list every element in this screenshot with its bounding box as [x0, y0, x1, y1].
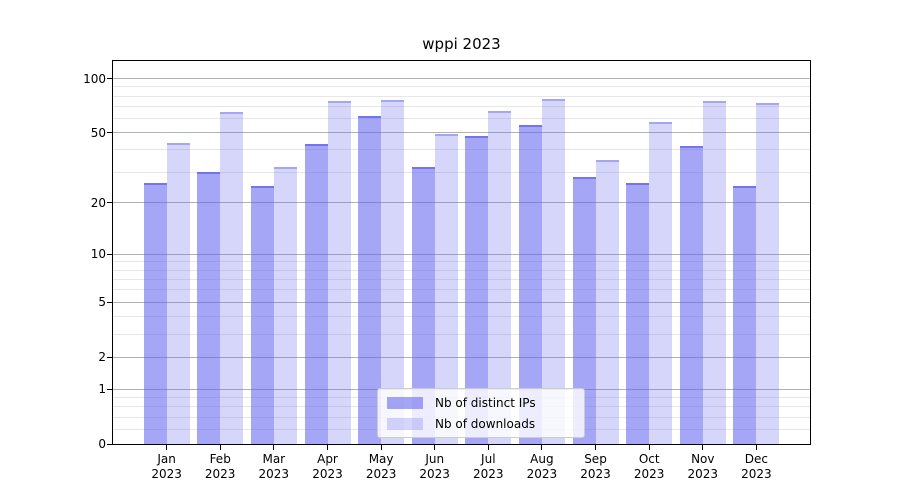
x-tick-mark	[648, 445, 650, 450]
x-tick-mark	[595, 445, 596, 450]
x-tick-label: May 2023	[365, 452, 397, 481]
x-tick-label: Jul 2023	[473, 452, 504, 481]
y-gridline-minor	[113, 117, 810, 119]
x-tick-mark	[702, 445, 704, 450]
y-gridline-minor	[113, 171, 810, 173]
bar-distinct-ips	[304, 144, 328, 444]
x-tick-label: Oct 2023	[633, 452, 665, 481]
legend-item: Nb of downloads	[387, 416, 575, 432]
chart-title: wppi 2023	[422, 35, 501, 53]
y-tick-mark	[107, 443, 113, 445]
bar-distinct-ips	[679, 146, 703, 444]
bar-downloads	[756, 103, 780, 444]
x-tick-label: Aug 2023	[526, 452, 558, 481]
x-tick-label: Apr 2023	[312, 452, 343, 481]
bar-downloads	[166, 142, 190, 444]
legend-swatch-distinct-ips	[387, 396, 423, 409]
y-gridline-minor	[113, 269, 810, 271]
x-tick-mark	[327, 445, 328, 450]
y-gridline-minor	[113, 333, 810, 335]
bar-downloads	[434, 134, 458, 444]
x-tick-label: Feb 2023	[204, 452, 236, 481]
x-tick-mark	[487, 445, 489, 450]
bar-downloads	[702, 101, 726, 444]
bar-distinct-ips	[465, 135, 489, 444]
y-tick-mark	[107, 253, 113, 255]
y-tick-mark	[107, 202, 113, 204]
y-tick-mark	[107, 356, 113, 358]
x-tick-label: Dec 2023	[741, 452, 772, 481]
bar-distinct-ips	[358, 115, 382, 444]
bar-downloads	[220, 112, 244, 444]
y-gridline-major	[113, 356, 810, 358]
bar-downloads	[649, 122, 673, 444]
y-tick-label: 10	[90, 247, 106, 262]
bar-downloads	[381, 100, 405, 444]
x-tick-label: Jun 2023	[419, 452, 450, 481]
y-tick-label: 20	[90, 195, 106, 210]
x-tick-label: Jan 2023	[151, 452, 182, 481]
y-gridline-minor	[113, 261, 810, 263]
y-gridline-minor	[113, 105, 810, 107]
y-gridline-major	[113, 78, 810, 79]
bar-distinct-ips	[250, 186, 274, 444]
y-gridline-major	[113, 132, 810, 134]
bar-downloads	[541, 99, 565, 444]
x-tick-mark	[166, 445, 168, 450]
x-tick-mark	[434, 445, 436, 450]
bar-downloads	[273, 167, 297, 444]
bar-downloads	[595, 160, 619, 444]
legend-label: Nb of distinct IPs	[435, 395, 536, 410]
y-gridline-major	[113, 202, 810, 204]
y-gridline-major	[113, 301, 810, 303]
y-tick-label: 1	[98, 382, 106, 397]
x-tick-label: Nov 2023	[687, 452, 719, 481]
y-tick-label: 100	[83, 71, 106, 86]
y-tick-mark	[107, 388, 113, 390]
y-tick-mark	[107, 301, 113, 303]
y-gridline-minor	[113, 95, 810, 97]
y-gridline-minor	[113, 278, 810, 280]
bar-distinct-ips	[197, 172, 221, 444]
x-tick-label: Sep 2023	[580, 452, 611, 481]
bar-distinct-ips	[411, 167, 435, 444]
x-tick-mark	[541, 445, 543, 450]
y-tick-label: 5	[98, 295, 106, 310]
bar-distinct-ips	[572, 177, 596, 444]
y-gridline-minor	[113, 289, 810, 291]
legend: Nb of distinct IPs Nb of downloads	[377, 388, 585, 438]
y-tick-label: 50	[90, 125, 106, 140]
x-tick-mark	[219, 445, 221, 450]
y-gridline-major	[113, 253, 810, 255]
bar-downloads	[327, 101, 351, 444]
bar-distinct-ips	[518, 125, 542, 444]
y-tick-mark	[107, 78, 113, 79]
y-tick-mark	[107, 132, 113, 134]
y-tick-label: 2	[98, 350, 106, 364]
x-tick-mark	[380, 445, 382, 450]
y-gridline-minor	[113, 316, 810, 317]
bar-distinct-ips	[626, 183, 650, 444]
y-gridline-minor	[113, 86, 810, 88]
bar-distinct-ips	[733, 186, 757, 444]
x-tick-mark	[755, 445, 757, 450]
legend-item: Nb of distinct IPs	[387, 395, 575, 411]
x-tick-label: Mar 2023	[258, 452, 290, 481]
y-gridline-minor	[113, 149, 810, 151]
legend-label: Nb of downloads	[435, 416, 536, 431]
y-tick-label: 0	[98, 437, 106, 451]
plot-area: Nb of distinct IPs Nb of downloads	[112, 60, 811, 445]
x-tick-mark	[273, 445, 275, 450]
bar-downloads	[488, 111, 512, 444]
bar-distinct-ips	[143, 183, 167, 444]
legend-swatch-downloads	[387, 417, 423, 430]
